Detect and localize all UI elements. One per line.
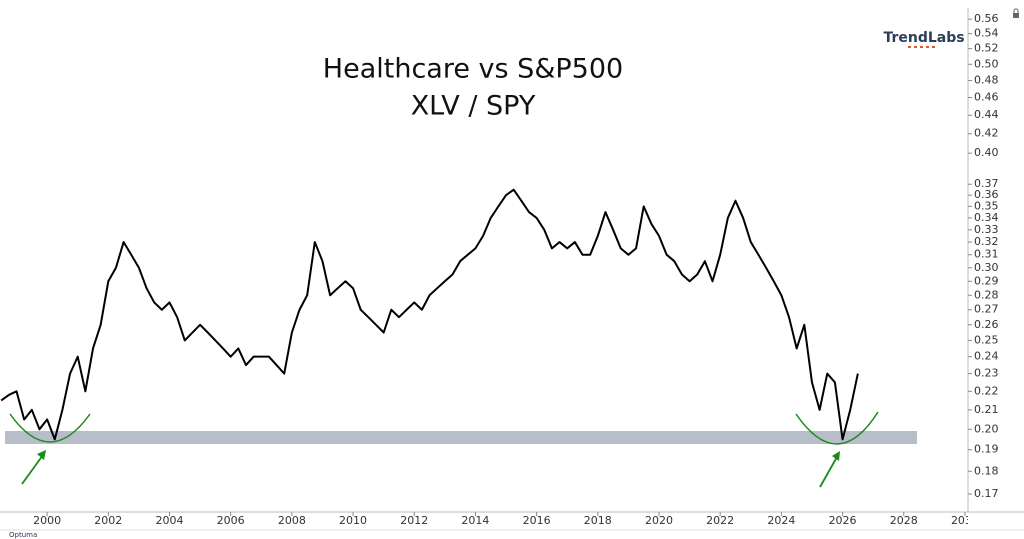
y-tick-label: 0.28 [974,288,999,301]
y-tick-label: 0.33 [974,223,999,236]
y-tick-label: 0.31 [974,248,999,261]
x-tick-label: 2024 [767,514,795,527]
lock-shackle [1013,8,1019,13]
x-tick-label: 2010 [339,514,367,527]
y-tick-label: 0.32 [974,235,999,248]
y-tick-label: 0.20 [974,422,999,435]
y-tick-label: 0.30 [974,261,999,274]
y-tick-label: 0.40 [974,146,999,159]
x-tick-label: 2014 [461,514,489,527]
x-tick-label: 2008 [278,514,306,527]
x-tick-label: 2018 [584,514,612,527]
y-tick-label: 0.25 [974,333,999,346]
y-tick-label: 0.37 [974,177,999,190]
y-tick-label: 0.54 [974,27,999,40]
right-arc [795,411,879,445]
x-tick-label: 2028 [890,514,918,527]
right-arrow-head [832,451,840,461]
y-tick-label: 0.46 [974,91,999,104]
y-tick-label: 0.36 [974,188,999,201]
y-tick-label: 0.23 [974,367,999,380]
chart-subtitle: XLV / SPY [411,91,536,122]
support-band [5,431,917,444]
y-tick-label: 0.19 [974,443,999,456]
y-tick-label: 0.48 [974,74,999,87]
y-tick-label: 0.50 [974,57,999,70]
footer-brand: Optuma [9,531,37,539]
y-tick-label: 0.21 [974,403,999,416]
y-tick-label: 0.35 [974,199,999,212]
x-tick-label: 2000 [33,514,61,527]
x-tick-label: 2020 [645,514,673,527]
chart-title: Healthcare vs S&P500 [323,54,623,85]
x-tick-label: 2002 [94,514,122,527]
right-arrow [819,456,838,488]
x-tick-label: 2016 [523,514,551,527]
y-tick-label: 0.18 [974,464,999,477]
y-tick-label: 0.26 [974,318,999,331]
y-tick-label: 0.29 [974,274,999,287]
x-tick-label: 2006 [217,514,245,527]
left-arrow [21,454,44,485]
y-tick-label: 0.27 [974,303,999,316]
y-tick-label: 0.44 [974,108,999,121]
x-tick-label: 2022 [706,514,734,527]
y-tick-label: 0.17 [974,487,999,500]
y-tick-label: 0.52 [974,42,999,55]
y-tick-label: 0.24 [974,350,999,363]
x-tick-label: 2030 [951,514,979,527]
logo: TrendLabs [883,30,964,46]
x-ticks: 2000 2002 2004 2006 2008 2010 2012 2014 2016 2018… [33,512,979,527]
y-tick-label: 0.42 [974,127,999,140]
y-tick-label: 0.22 [974,384,999,397]
lock-icon [1013,13,1019,18]
left-arrow-head [37,450,46,460]
y-tick-label: 0.56 [974,12,999,25]
x-tick-label: 2004 [155,514,183,527]
x-tick-label: 2026 [829,514,857,527]
x-tick-label: 2012 [400,514,428,527]
left-arc [9,413,91,443]
y-tick-label: 0.34 [974,211,999,224]
price-line [0,188,859,441]
